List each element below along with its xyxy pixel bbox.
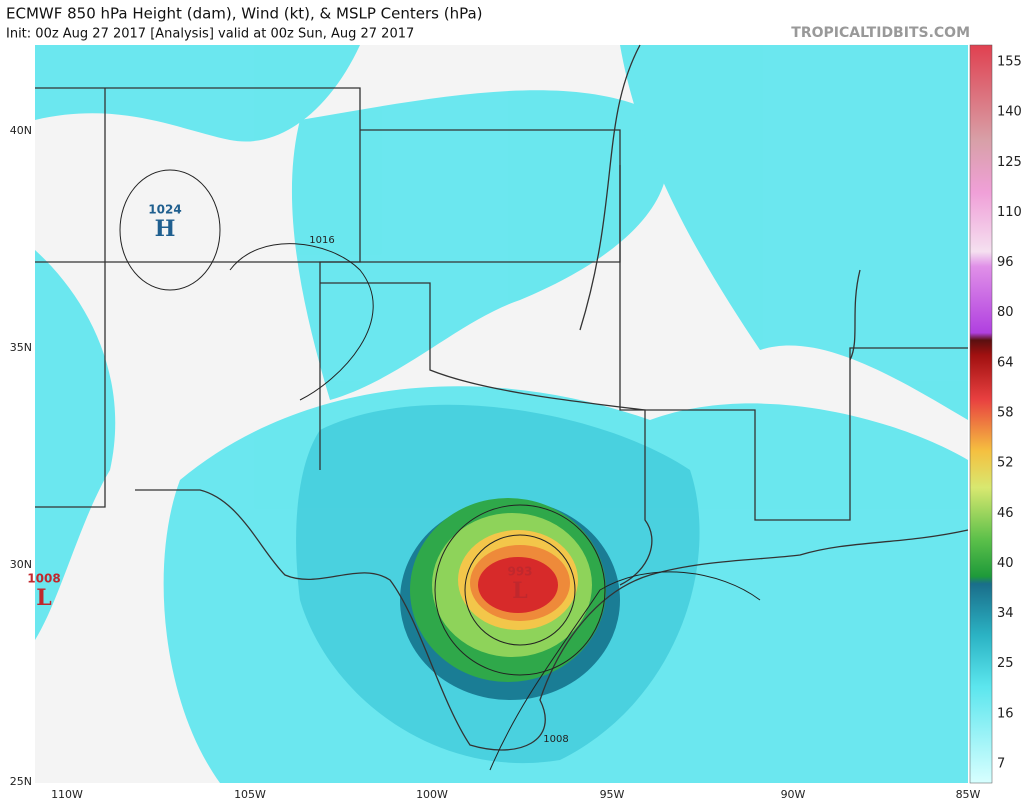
- colorbar-label: 25: [997, 656, 1014, 671]
- center-letter: H: [155, 216, 176, 242]
- contour-label: 1016: [309, 235, 334, 246]
- colorbar-label: 96: [997, 255, 1014, 270]
- pressure-value: 1008: [27, 572, 60, 586]
- colorbar: [969, 44, 993, 784]
- title: ECMWF 850 hPa Height (dam), Wind (kt), &…: [6, 5, 483, 23]
- colorbar-label: 40: [997, 556, 1014, 571]
- colorbar-label: 52: [997, 456, 1014, 471]
- center-letter: L: [512, 578, 527, 604]
- colorbar-label: 64: [997, 355, 1014, 370]
- lon-label: 90W: [781, 788, 806, 801]
- subtitle: Init: 00z Aug 27 2017 [Analysis] valid a…: [6, 27, 414, 42]
- colorbar-label: 140: [997, 105, 1022, 120]
- pressure-value: 993: [507, 565, 532, 579]
- contour-label: 1008: [543, 734, 568, 745]
- map: [35, 44, 969, 783]
- colorbar-label: 110: [997, 205, 1022, 220]
- colorbar-label: 16: [997, 706, 1014, 721]
- lon-label: 105W: [234, 788, 266, 801]
- lat-label: 30N: [10, 558, 32, 571]
- lon-label: 95W: [600, 788, 625, 801]
- watermark: TROPICALTIDBITS.COM: [791, 25, 970, 41]
- lon-label: 85W: [956, 788, 981, 801]
- lat-label: 40N: [10, 124, 32, 137]
- colorbar-label: 46: [997, 506, 1014, 521]
- lat-label: 25N: [10, 775, 32, 788]
- colorbar-label: 58: [997, 406, 1014, 421]
- colorbar-label: 34: [997, 606, 1014, 621]
- colorbar-label: 80: [997, 305, 1014, 320]
- colorbar-label: 155: [997, 55, 1022, 70]
- colorbar-label: 125: [997, 155, 1022, 170]
- colorbar-label: 7: [997, 757, 1005, 772]
- lat-label: 35N: [10, 341, 32, 354]
- labels: 40N 35N 30N 25N 110W 105W 100W 95W 90W 85W 155 140 1…: [10, 55, 1022, 801]
- lon-label: 110W: [51, 788, 83, 801]
- pressure-value: 1024: [148, 203, 181, 217]
- lon-label: 100W: [416, 788, 448, 801]
- center-letter: L: [36, 585, 51, 611]
